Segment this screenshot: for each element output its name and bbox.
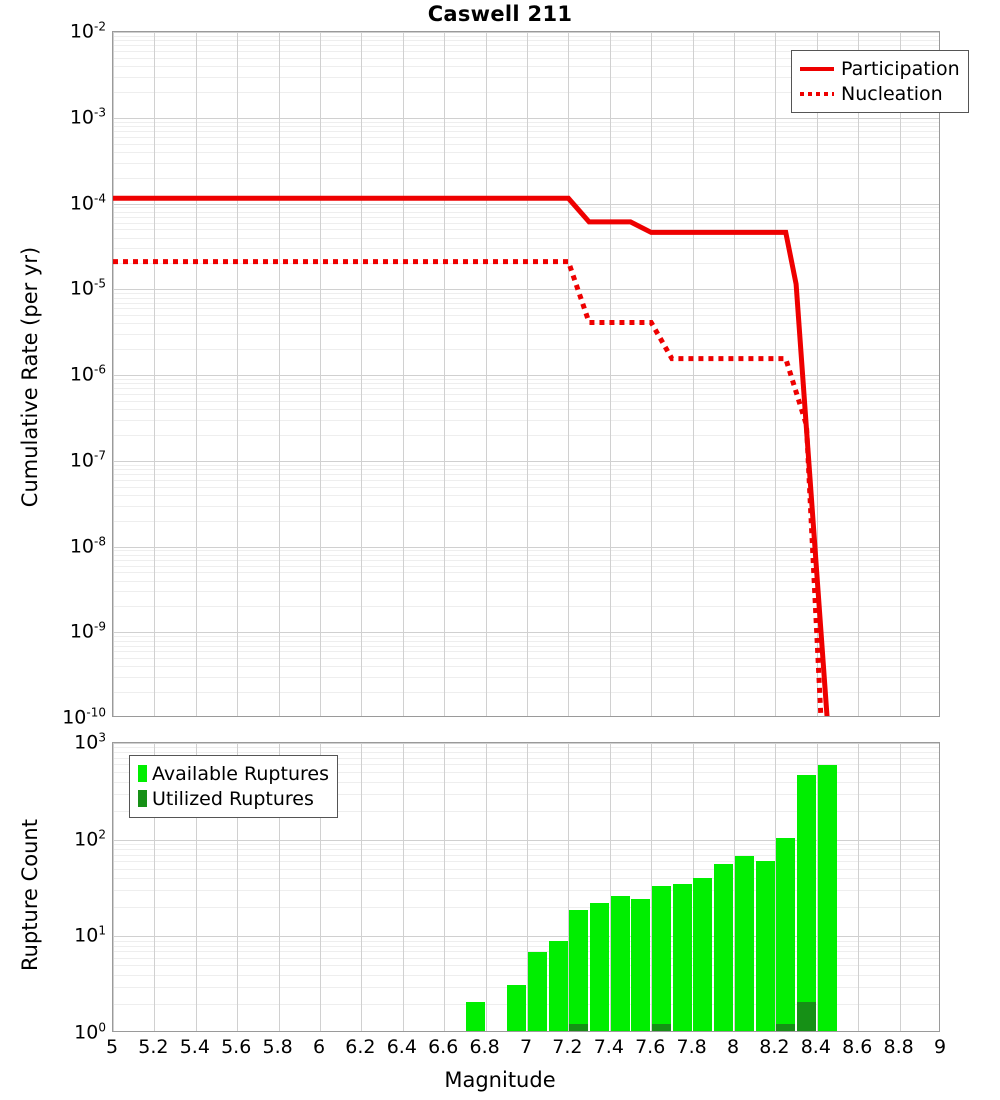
y-tick-label: 102 <box>74 827 106 851</box>
x-tick-label: 7.8 <box>676 1036 707 1058</box>
page-title: Caswell 211 <box>427 2 573 26</box>
available-segment <box>507 984 527 1031</box>
rupture-bar <box>796 774 816 1031</box>
available-segment <box>569 909 589 1031</box>
rupture-bar <box>817 764 837 1031</box>
available-segment <box>755 860 775 1031</box>
rupture-bar <box>569 909 589 1031</box>
rupture-bar <box>507 984 527 1031</box>
available-segment <box>631 899 651 1031</box>
x-tick-label: 5.6 <box>221 1036 252 1058</box>
rupture-bar <box>734 855 754 1031</box>
legend-label-utilized-ruptures: Utilized Ruptures <box>152 787 314 810</box>
available-color-swatch-icon <box>138 765 147 782</box>
y-tick-label: 103 <box>74 730 106 754</box>
legend-label-available-ruptures: Available Ruptures <box>152 762 329 785</box>
y-tick-label: 100 <box>74 1020 106 1044</box>
rupture-bar <box>631 899 651 1031</box>
x-tick-label: 8.8 <box>883 1036 914 1058</box>
x-tick-label: 9 <box>933 1036 947 1058</box>
rupture-bar <box>465 1001 485 1031</box>
x-tick-label: 7 <box>519 1036 533 1058</box>
x-tick-label: 8.6 <box>842 1036 873 1058</box>
utilized-segment <box>569 1024 589 1031</box>
legend-item-utilized-ruptures: Utilized Ruptures <box>138 786 329 811</box>
available-segment <box>817 764 837 1031</box>
y-tick-label: 10-5 <box>69 276 106 300</box>
x-tick-label: 6 <box>312 1036 326 1058</box>
available-segment <box>776 837 796 1031</box>
y-tick-label: 10-9 <box>69 619 106 643</box>
x-tick-label: 7.6 <box>635 1036 666 1058</box>
x-tick-label: 8.4 <box>800 1036 831 1058</box>
rupture-bar <box>693 878 713 1031</box>
rupture-bar <box>755 860 775 1031</box>
y-tick-label: 10-4 <box>69 190 106 215</box>
y-tick-label: 10-8 <box>69 533 106 558</box>
top-panel-legend: Participation Nucleation <box>791 50 969 113</box>
bottom-panel-legend: Available Ruptures Utilized Ruptures <box>129 755 338 818</box>
rupture-bar <box>610 895 630 1031</box>
rupture-count-bars <box>113 743 939 1031</box>
top-panel-plot-area <box>112 31 940 717</box>
curve-nucleation <box>113 259 824 716</box>
curve-participation <box>113 195 830 716</box>
x-tick-label: 8.2 <box>759 1036 790 1058</box>
available-segment <box>693 878 713 1031</box>
legend-label-nucleation: Nucleation <box>841 82 943 105</box>
y-tick-label: 101 <box>74 923 106 947</box>
x-tick-label: 5.4 <box>179 1036 210 1058</box>
y-tick-label: 10-3 <box>69 105 106 129</box>
available-segment <box>527 952 547 1031</box>
x-tick-label: 6.8 <box>469 1036 500 1058</box>
legend-item-nucleation: Nucleation <box>800 81 960 106</box>
legend-label-participation: Participation <box>841 57 960 80</box>
available-segment <box>714 864 734 1031</box>
available-segment <box>589 903 609 1031</box>
rupture-bar <box>527 952 547 1031</box>
utilized-segment <box>652 1024 672 1031</box>
available-segment <box>652 885 672 1031</box>
x-tick-label: 8 <box>726 1036 740 1058</box>
utilized-segment <box>776 1024 796 1031</box>
utilized-color-swatch-icon <box>138 790 147 807</box>
rupture-bar <box>652 885 672 1031</box>
y-tick-label: 10-7 <box>69 448 106 472</box>
utilized-segment <box>796 1001 816 1031</box>
available-segment <box>610 895 630 1031</box>
y-tick-label: 10-2 <box>69 19 106 43</box>
x-tick-label: 5 <box>105 1036 119 1058</box>
x-axis-label: Magnitude <box>444 1068 556 1092</box>
rupture-bar <box>672 884 692 1031</box>
rupture-bar <box>776 837 796 1031</box>
rupture-bar <box>714 864 734 1031</box>
y-tick-label: 10-6 <box>69 362 106 386</box>
available-segment <box>672 884 692 1031</box>
legend-item-available-ruptures: Available Ruptures <box>138 761 329 786</box>
x-tick-label: 7.4 <box>593 1036 624 1058</box>
x-tick-label: 6.6 <box>428 1036 459 1058</box>
top-panel-y-tick-labels: 10-2 10-3 10-4 10-5 10-6 10-7 10-8 10-9 10-10 <box>30 19 106 728</box>
y-tick-label: 10-10 <box>62 705 106 729</box>
x-tick-label: 7.2 <box>552 1036 583 1058</box>
legend-item-participation: Participation <box>800 56 960 81</box>
solid-line-swatch-icon <box>800 66 834 71</box>
available-segment <box>465 1001 485 1031</box>
rupture-bar <box>548 941 568 1031</box>
x-tick-label: 6.4 <box>386 1036 417 1058</box>
available-segment <box>796 774 816 1031</box>
x-tick-label: 5.2 <box>138 1036 169 1058</box>
rupture-bar <box>589 903 609 1031</box>
bottom-panel-y-tick-labels: 103 102 101 100 <box>30 730 106 1043</box>
x-tick-label: 5.8 <box>262 1036 293 1058</box>
dotted-line-swatch-icon <box>800 91 834 96</box>
available-segment <box>734 855 754 1031</box>
available-segment <box>548 941 568 1031</box>
cumulative-rate-curves <box>113 195 830 716</box>
x-tick-label: 6.2 <box>345 1036 376 1058</box>
